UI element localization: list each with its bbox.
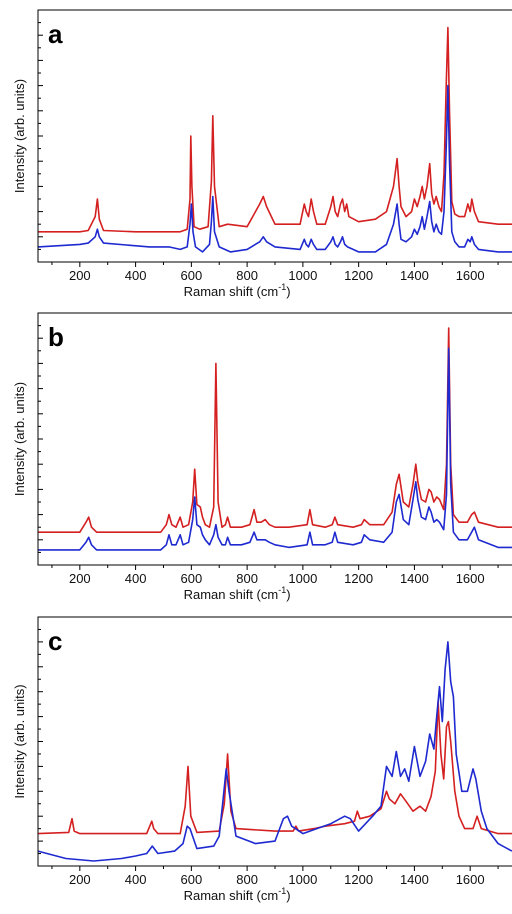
panel-letter: c [48, 626, 62, 656]
x-tick-label: 400 [125, 872, 147, 887]
x-tick-label: 1400 [400, 571, 429, 586]
x-tick-label: 1600 [456, 268, 485, 283]
x-axis-label-sup: -1 [278, 282, 286, 292]
panel-letter: b [48, 322, 64, 352]
x-tick-label: 1200 [344, 571, 373, 586]
series-line-1 [37, 641, 512, 862]
series-line-1 [37, 84, 512, 253]
series-line-0 [37, 700, 512, 835]
panel-b: 200 400 600 800 1000 1200 1400 1600 Raman shift … [12, 312, 512, 602]
x-axis-label: Raman shift (cm-1) [184, 282, 291, 299]
x-tick-label: 200 [69, 571, 91, 586]
x-tick-label: 1400 [400, 872, 429, 887]
x-axis-label-sup: -1 [278, 585, 286, 595]
y-axis-label: Intensity (arb. units) [12, 684, 27, 798]
y-axis-label: Intensity (arb. units) [12, 79, 27, 193]
x-tick-label: 1400 [400, 268, 429, 283]
x-axis-label-main: Raman shift (cm [184, 888, 279, 903]
series-line-0 [38, 26, 512, 233]
x-tick-label: 600 [181, 571, 203, 586]
x-tick-label: 600 [181, 268, 203, 283]
x-tick-label: 1200 [344, 872, 373, 887]
x-tick-label: 400 [125, 268, 147, 283]
y-axis-label: Intensity (arb. units) [12, 382, 27, 496]
x-axis-label-close: ) [286, 587, 290, 602]
x-tick-label: 400 [125, 571, 147, 586]
x-tick-label: 1000 [288, 872, 317, 887]
x-axis-label: Raman shift (cm-1) [184, 886, 291, 903]
x-tick-label: 200 [69, 268, 91, 283]
x-axis-label-close: ) [286, 888, 290, 903]
x-tick-label: 1000 [288, 268, 317, 283]
x-tick-label: 800 [236, 872, 258, 887]
x-tick-label: 1200 [344, 268, 373, 283]
x-axis-label-sup: -1 [278, 886, 286, 896]
x-tick-label: 1600 [456, 872, 485, 887]
panel-letter: a [48, 19, 63, 49]
panel-c: 200 400 600 800 1000 1200 1400 1600 Raman shift … [12, 616, 512, 903]
x-tick-label: 1000 [288, 571, 317, 586]
x-tick-label: 600 [181, 872, 203, 887]
series-line-1 [38, 347, 512, 551]
x-axis-label-main: Raman shift (cm [184, 284, 279, 299]
x-tick-label: 800 [236, 571, 258, 586]
x-axis-label: Raman shift (cm-1) [184, 585, 291, 602]
panel-a: 200 400 600 800 1000 1200 1400 1600 Raman shift … [12, 9, 512, 299]
x-axis-label-close: ) [286, 284, 290, 299]
x-tick-label: 800 [236, 268, 258, 283]
series-line-0 [38, 327, 512, 533]
x-tick-label: 1600 [456, 571, 485, 586]
x-tick-label: 200 [69, 872, 91, 887]
x-axis-label-main: Raman shift (cm [184, 587, 279, 602]
